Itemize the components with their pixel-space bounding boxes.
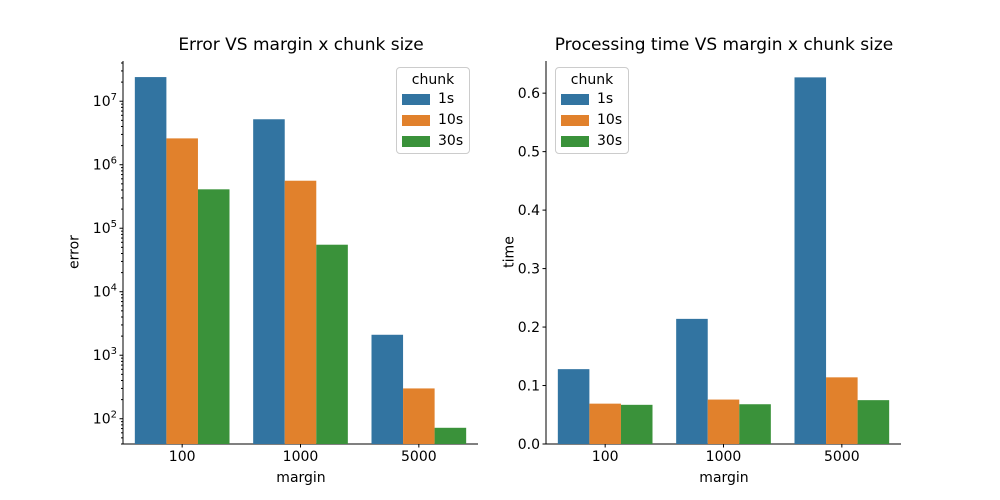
y-tick-label: 102	[93, 410, 117, 428]
legend-label: 1s	[438, 91, 455, 107]
y-axis-label: error	[66, 235, 83, 269]
bar-10s-margin-1000	[284, 180, 317, 444]
x-tick-label: 1000	[283, 449, 319, 465]
legend: chunk 1s 10s 30s	[555, 67, 629, 154]
y-tick-label: 104	[93, 283, 117, 301]
bar-30s-margin-1000	[739, 404, 771, 444]
x-tick-label: 5000	[824, 449, 860, 465]
bar-10s-margin-5000	[403, 388, 435, 444]
y-tick-label: 106	[93, 156, 117, 174]
y-axis-label: time	[501, 236, 518, 268]
legend-title: chunk	[411, 72, 455, 88]
y-tick-label: 0.4	[518, 203, 540, 219]
bar-1s-margin-1000	[253, 119, 285, 444]
legend-entry: 1s	[397, 89, 469, 110]
x-axis-label: margin	[699, 470, 749, 486]
x-tick-label: 1000	[706, 449, 742, 465]
bar-1s-margin-100	[557, 369, 590, 444]
bar-1s-margin-5000	[794, 77, 827, 445]
bar-1s-margin-1000	[676, 318, 708, 444]
y-tick-label: 0.1	[518, 379, 540, 395]
bar-30s-margin-100	[620, 404, 653, 444]
bar-10s-margin-100	[589, 403, 621, 444]
legend-swatch-1s	[402, 94, 430, 105]
legend-entry: 10s	[556, 110, 628, 131]
legend-entry: 10s	[397, 110, 469, 131]
legend-label: 30s	[597, 133, 623, 149]
bar-10s-margin-5000	[826, 377, 858, 444]
legend-label: 10s	[438, 112, 464, 128]
y-tick-label: 0.0	[518, 437, 540, 453]
y-tick-label: 107	[93, 92, 117, 110]
legend-entry: 1s	[556, 89, 628, 110]
x-tick-label: 5000	[401, 449, 437, 465]
bar-30s-margin-1000	[316, 244, 348, 444]
x-tick-label: 100	[169, 449, 196, 465]
x-tick-label: 100	[592, 449, 619, 465]
legend-swatch-1s	[561, 94, 589, 105]
legend-swatch-10s	[402, 115, 430, 126]
legend-swatch-30s	[561, 136, 589, 147]
bar-1s-margin-100	[134, 77, 167, 444]
legend-swatch-30s	[402, 136, 430, 147]
y-tick-label: 0.6	[518, 86, 540, 102]
chart-title: Error VS margin x chunk size	[178, 35, 424, 55]
legend-label: 10s	[597, 112, 623, 128]
legend: chunk 1s 10s 30s	[396, 67, 470, 154]
y-tick-label: 103	[93, 346, 117, 364]
x-axis-label: margin	[276, 470, 326, 486]
legend-label: 1s	[597, 91, 614, 107]
y-tick-label: 105	[93, 219, 117, 237]
y-tick-label: 0.5	[518, 145, 540, 161]
bar-30s-margin-5000	[434, 427, 467, 444]
chart-title: Processing time VS margin x chunk size	[554, 35, 894, 55]
legend-label: 30s	[438, 133, 464, 149]
legend-title: chunk	[570, 72, 614, 88]
legend-swatch-10s	[561, 115, 589, 126]
bar-1s-margin-5000	[371, 334, 404, 444]
y-tick-label: 0.2	[518, 320, 540, 336]
y-tick-label: 0.3	[518, 262, 540, 278]
legend-entry: 30s	[397, 131, 469, 152]
bar-30s-margin-5000	[857, 400, 890, 444]
bar-10s-margin-1000	[707, 399, 740, 444]
legend-entry: 30s	[556, 131, 628, 152]
bar-10s-margin-100	[166, 138, 198, 444]
bar-30s-margin-100	[197, 189, 230, 444]
